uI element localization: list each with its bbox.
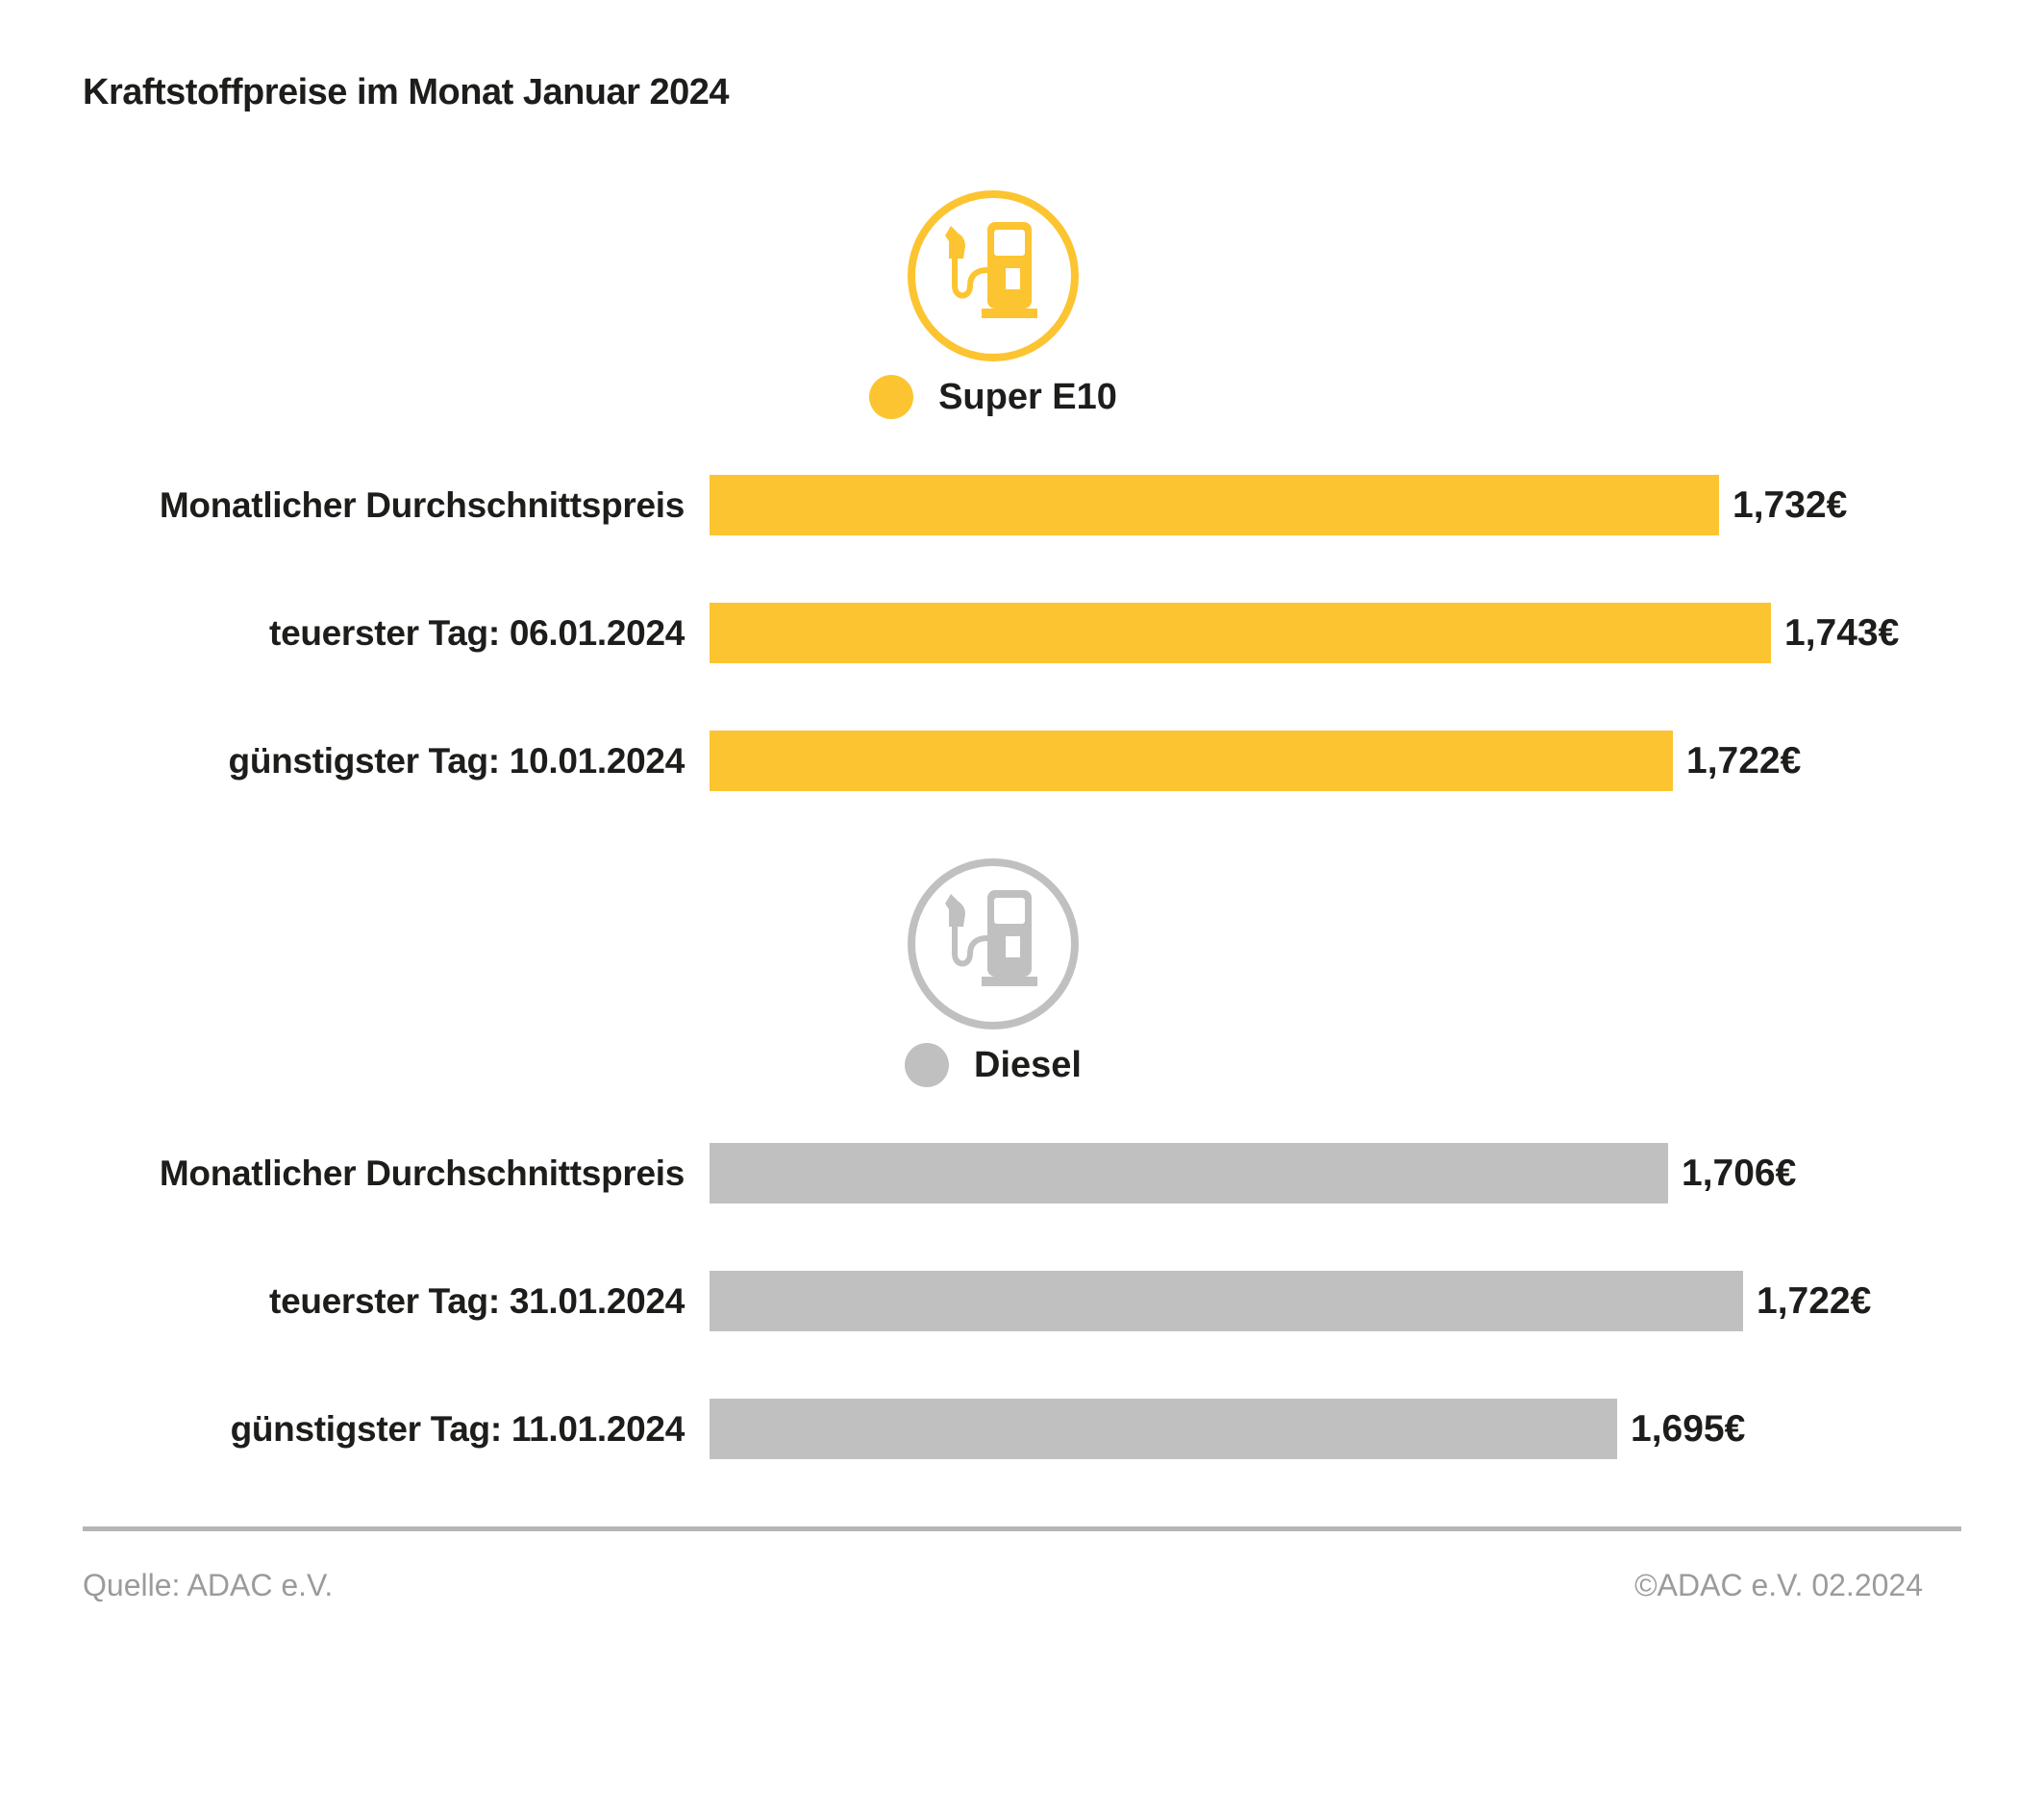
bar [710, 475, 1719, 535]
legend-label: Super E10 [938, 376, 1117, 417]
fuel-section: Diesel Monatlicher Durchschnittspreis 1,… [83, 858, 1961, 1459]
bar-area: 1,732€ [710, 475, 1961, 535]
legend-dot [905, 1043, 950, 1087]
fuel-pump-icon [908, 858, 1079, 1030]
bar-label: Monatlicher Durchschnittspreis [159, 484, 685, 525]
bar-row: Monatlicher Durchschnittspreis 1,706€ [83, 1143, 1961, 1203]
bar [710, 731, 1673, 791]
bar [710, 1271, 1743, 1331]
bar [710, 1143, 1668, 1203]
chart-sections: Super E10 Monatlicher Durchschnittspreis… [83, 190, 1961, 1459]
bar-area: 1,722€ [710, 731, 1961, 791]
bar-area: 1,706€ [710, 1143, 1961, 1203]
bar-value: 1,706€ [1682, 1152, 1797, 1194]
bar-area: 1,722€ [710, 1271, 1961, 1331]
footer-divider [83, 1526, 1961, 1531]
source-note: Quelle: ADAC e.V. [83, 1568, 334, 1602]
footer: Quelle: ADAC e.V. ©ADAC e.V. 02.2024 [83, 1568, 1961, 1603]
copyright-note: ©ADAC e.V. 02.2024 [1634, 1568, 1923, 1602]
bar-value: 1,722€ [1757, 1279, 1872, 1322]
legend: Diesel [905, 1043, 1082, 1087]
bar-label: teuerster Tag: 31.01.2024 [269, 1280, 685, 1321]
bar-label: günstigster Tag: 11.01.2024 [230, 1408, 685, 1449]
page-title: Kraftstoffpreise im Monat Januar 2024 [83, 72, 730, 112]
bar-label: Monatlicher Durchschnittspreis [159, 1153, 685, 1193]
bar-label: günstigster Tag: 10.01.2024 [228, 740, 685, 781]
fuel-pump-icon [908, 190, 1079, 361]
bar [710, 1399, 1617, 1459]
bar-value: 1,732€ [1732, 484, 1848, 526]
bar-row: teuerster Tag: 06.01.2024 1,743€ [83, 603, 1961, 663]
fuel-section: Super E10 Monatlicher Durchschnittspreis… [83, 190, 1961, 791]
bar-area: 1,695€ [710, 1399, 1961, 1459]
fuel-icon-block: Diesel [905, 858, 1082, 1087]
bar-rows: Monatlicher Durchschnittspreis 1,706€ te… [83, 1143, 1961, 1459]
bar [710, 603, 1771, 663]
legend-dot [869, 375, 914, 419]
bar-row: Monatlicher Durchschnittspreis 1,732€ [83, 475, 1961, 535]
bar-value: 1,722€ [1686, 739, 1802, 781]
fuel-icon-block: Super E10 [869, 190, 1117, 419]
bar-value: 1,743€ [1784, 611, 1900, 654]
bar-rows: Monatlicher Durchschnittspreis 1,732€ te… [83, 475, 1961, 791]
legend-label: Diesel [974, 1044, 1082, 1085]
bar-row: günstigster Tag: 11.01.2024 1,695€ [83, 1399, 1961, 1459]
bar-value: 1,695€ [1631, 1407, 1746, 1450]
bar-label: teuerster Tag: 06.01.2024 [269, 612, 685, 653]
bar-row: günstigster Tag: 10.01.2024 1,722€ [83, 731, 1961, 791]
bar-row: teuerster Tag: 31.01.2024 1,722€ [83, 1271, 1961, 1331]
legend: Super E10 [869, 375, 1117, 419]
bar-area: 1,743€ [710, 603, 1961, 663]
